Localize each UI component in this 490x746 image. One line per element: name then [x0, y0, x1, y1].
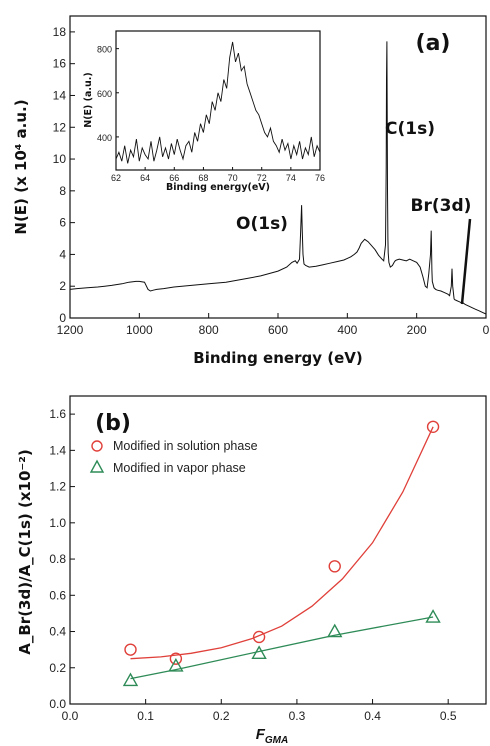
legend-marker-vapor	[89, 459, 105, 473]
x-tick-label: 0.2	[213, 709, 230, 723]
panel-b-x-axis-title: FGMA	[256, 726, 289, 746]
panel-b-x-axis-title-main: F	[256, 726, 266, 743]
inset-spectrum-line	[115, 41, 321, 164]
panel-a-label: (a)	[416, 31, 451, 56]
y-tick-label: 10	[53, 152, 67, 166]
panel-b-x-axis-title-subscript: GMA	[265, 735, 288, 746]
fit-line-solution	[130, 426, 434, 660]
legend-label-vapor: Modified in vapor phase	[113, 461, 246, 475]
data-point-vapor	[425, 609, 441, 623]
panel-b-legend: Modified in solution phase Modified in v…	[89, 439, 258, 475]
peak-label-br3d: Br(3d)	[411, 196, 472, 216]
x-tick-label: 0.4	[364, 709, 381, 723]
y-tick-label: 0.4	[49, 625, 66, 639]
y-tick-label: 18	[53, 25, 67, 39]
data-point-vapor	[327, 623, 343, 638]
y-tick-label: 1.0	[49, 516, 66, 530]
y-tick-label: 0	[59, 311, 66, 325]
y-tick-label: 6	[59, 216, 66, 230]
data-point-solution	[426, 420, 440, 433]
x-tick-label: 72	[257, 173, 267, 183]
inset-y-ticks: 400 600 800	[97, 45, 119, 143]
x-tick-label: 0.0	[62, 709, 79, 723]
y-tick-label: 4	[59, 247, 66, 261]
x-tick-label: 68	[198, 173, 208, 183]
legend-label-solution: Modified in solution phase	[113, 439, 258, 453]
y-tick-label: 1.2	[49, 480, 66, 494]
x-tick-label: 0.1	[137, 709, 154, 723]
x-tick-label: 74	[286, 173, 296, 183]
y-tick-label: 14	[53, 88, 67, 102]
x-tick-label: 62	[111, 173, 121, 183]
y-tick-label: 600	[97, 89, 112, 99]
x-tick-label: 1000	[126, 323, 153, 337]
panel-b: 0.0 0.1 0.2 0.3 0.4 0.5 0.0 0.2 0.4 0.6 0.8 1.0 1.2…	[16, 395, 487, 746]
data-point-vapor	[251, 645, 267, 659]
data-point-solution	[169, 652, 183, 665]
x-tick-label: 800	[199, 323, 219, 337]
panel-a-y-ticks: 0 2 4 6 8 10 12 14 16 18	[53, 25, 75, 325]
data-point-vapor	[122, 672, 139, 687]
legend-marker-solution	[91, 440, 103, 452]
br3d-indicator-line	[460, 218, 472, 305]
y-tick-label: 800	[97, 45, 112, 55]
x-tick-label: 66	[169, 173, 179, 183]
x-tick-label: 76	[315, 173, 325, 183]
y-tick-label: 0.8	[49, 552, 66, 566]
y-tick-label: 0.2	[49, 661, 66, 675]
y-tick-label: 12	[53, 120, 67, 134]
y-tick-label: 1.6	[49, 407, 66, 421]
peak-label-c1s: C(1s)	[385, 119, 435, 139]
inset-frame	[115, 30, 321, 171]
y-tick-label: 1.4	[49, 443, 66, 457]
panel-a-spectrum-line	[69, 41, 487, 315]
panel-b-label: (b)	[95, 411, 131, 436]
y-tick-label: 8	[59, 184, 66, 198]
y-tick-label: 2	[59, 279, 66, 293]
panel-b-y-ticks: 0.0 0.2 0.4 0.6 0.8 1.0 1.2 1.4 1.6	[49, 407, 75, 711]
panel-a-y-axis-title: N(E) (x 10⁴ a.u.)	[12, 99, 30, 234]
data-point-solution	[124, 643, 137, 656]
panel-b-y-axis-title: A_Br(3d)/A_C(1s) (x10⁻²)	[16, 449, 34, 654]
inset-x-axis-title: Binding energy(eV)	[166, 182, 270, 193]
x-tick-label: 1200	[57, 323, 84, 337]
fit-line-vapor	[130, 616, 434, 680]
x-tick-label: 200	[407, 323, 427, 337]
panel-b-frame	[69, 395, 487, 705]
y-tick-label: 16	[53, 57, 67, 71]
y-tick-label: 400	[97, 133, 112, 143]
data-point-solution	[328, 560, 341, 573]
panel-a-x-axis-title: Binding energy (eV)	[193, 349, 362, 367]
x-tick-label: 400	[337, 323, 357, 337]
y-tick-label: 0.0	[49, 697, 66, 711]
panel-b-marks	[122, 420, 441, 687]
data-point-solution	[252, 630, 266, 644]
y-tick-label: 0.6	[49, 588, 66, 602]
x-tick-label: 0.5	[440, 709, 457, 723]
panel-a-inset: 62 64 66 68 70 72 74 76 400 600 800 Binding energ…	[83, 30, 325, 193]
data-point-vapor	[168, 658, 184, 672]
panel-a-x-ticks: 1200 1000 800 600 400 200 0	[57, 313, 490, 337]
x-tick-label: 70	[228, 173, 238, 183]
x-tick-label: 0.3	[289, 709, 306, 723]
inset-y-axis-title: N(E) (a.u.)	[83, 72, 94, 128]
x-tick-label: 64	[140, 173, 150, 183]
peak-label-o1s: O(1s)	[236, 214, 288, 234]
panel-b-x-ticks: 0.0 0.1 0.2 0.3 0.4 0.5	[62, 699, 457, 723]
x-tick-label: 600	[268, 323, 288, 337]
inset-x-ticks: 62 64 66 68 70 72 74 76	[111, 167, 325, 183]
x-tick-label: 0	[483, 323, 490, 337]
